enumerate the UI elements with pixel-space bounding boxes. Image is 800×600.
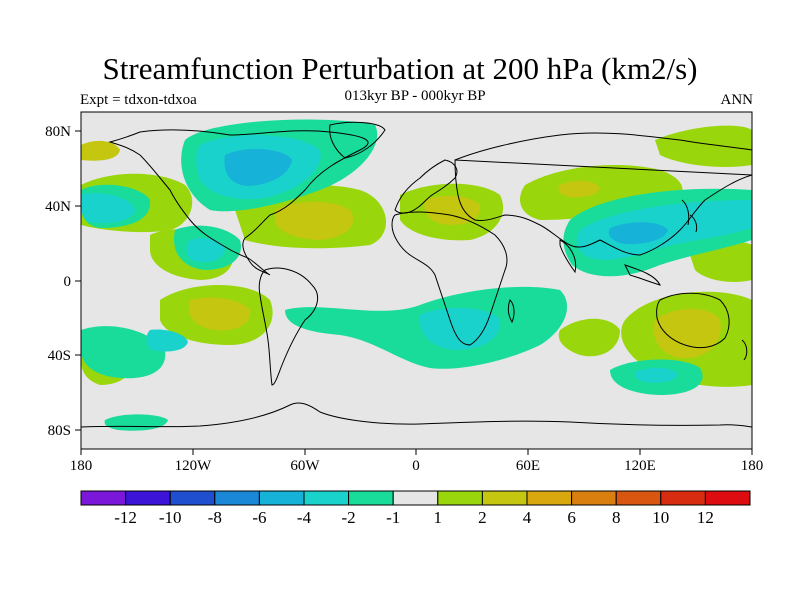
map-title: Streamfunction Perturbation at 200 hPa (… xyxy=(102,51,698,86)
coast-new-zealand xyxy=(741,339,748,361)
colorbar-swatch xyxy=(80,490,127,506)
colorbar: -12 -10 -8 -6 -4 -2 -1 1 2 4 6 8 10 12 xyxy=(80,490,751,527)
coast-southeast-asia xyxy=(624,264,661,286)
contour-neg4-southern xyxy=(634,367,678,383)
axis-ticks xyxy=(75,130,753,455)
contour-neg4-east-pacific xyxy=(186,238,225,263)
coast-japan xyxy=(681,199,690,226)
colorbar-label: -10 xyxy=(159,508,182,527)
contour-pos4-mediterranean xyxy=(424,195,481,225)
colorbar-swatch xyxy=(526,490,573,506)
colorbar-label: 6 xyxy=(567,508,576,527)
colorbar-label: 1 xyxy=(434,508,443,527)
colorbar-label: -8 xyxy=(208,508,222,527)
contour-pos4-atlantic xyxy=(275,201,354,240)
contour-neg4-pacific xyxy=(81,193,135,224)
contour-neg4-south-pacific xyxy=(146,329,188,352)
coast-australia xyxy=(656,292,730,349)
lat-label: 40N xyxy=(45,199,71,215)
lat-label: 40S xyxy=(48,348,71,364)
lon-label: 120E xyxy=(624,458,656,474)
colorbar-swatch xyxy=(615,490,662,506)
coast-north-america xyxy=(108,129,369,276)
lat-label: 0 xyxy=(64,274,72,290)
season-label: ANN xyxy=(720,92,754,108)
lon-label: 60E xyxy=(516,458,540,474)
contour-neg6-canada xyxy=(224,148,292,186)
coast-south-america xyxy=(258,267,319,386)
lon-label: 60W xyxy=(290,458,320,474)
colorbar-swatch xyxy=(348,490,394,506)
colorbar-label: -12 xyxy=(114,508,137,527)
coast-india xyxy=(559,239,577,274)
colorbar-label: -6 xyxy=(252,508,266,527)
colorbar-swatch xyxy=(214,490,260,506)
lat-label: 80S xyxy=(48,423,71,439)
contour-pos-arctic-east xyxy=(655,125,752,167)
coast-greenland xyxy=(329,121,386,159)
coast-japan-islands xyxy=(689,214,698,233)
contour-neg4-south-atlantic xyxy=(419,308,501,350)
contour-neg-south-pacific xyxy=(81,326,166,379)
colorbar-label: 10 xyxy=(652,508,669,527)
coast-antarctica xyxy=(81,402,752,428)
colorbar-swatch xyxy=(437,490,483,506)
coast-africa xyxy=(391,211,508,346)
contour-pos4-central-asia xyxy=(558,180,600,198)
colorbar-swatch xyxy=(125,490,171,506)
coast-madagascar xyxy=(507,299,515,324)
colorbar-swatch xyxy=(704,490,751,506)
colorbar-swatch xyxy=(303,490,350,506)
colorbar-swatch xyxy=(258,490,305,506)
contour-neg6-asia xyxy=(608,222,668,245)
colorbar-label: 4 xyxy=(523,508,532,527)
contour-fields xyxy=(81,119,752,431)
colorbar-label: -1 xyxy=(386,508,400,527)
map-subtitle: 013kyr BP - 000kyr BP xyxy=(344,88,486,104)
coastlines xyxy=(81,121,752,428)
colorbar-swatch xyxy=(481,490,528,506)
colorbar-label: 2 xyxy=(478,508,487,527)
colorbar-label: -2 xyxy=(342,508,356,527)
contour-pos4-south-pacific xyxy=(188,297,251,331)
colorbar-label: 8 xyxy=(612,508,621,527)
experiment-label: Expt = tdxon-tdxoa xyxy=(80,92,197,108)
colorbar-label: -4 xyxy=(297,508,312,527)
contour-pos4-north-pacific xyxy=(81,140,120,161)
lon-label: 0 xyxy=(412,458,420,474)
colorbar-swatch xyxy=(571,490,617,506)
colorbar-label: 12 xyxy=(697,508,714,527)
colorbar-swatch xyxy=(392,490,439,506)
lat-label: 80N xyxy=(45,124,71,140)
colorbar-swatch xyxy=(660,490,706,506)
colorbar-swatch xyxy=(169,490,216,506)
lon-label: 180 xyxy=(70,458,93,474)
contour-pos4-australia xyxy=(653,308,721,359)
lon-label: 120W xyxy=(175,458,213,474)
contour-pos-south-indian xyxy=(558,318,620,357)
lon-label: 180 xyxy=(741,458,764,474)
coast-asia xyxy=(454,132,752,256)
